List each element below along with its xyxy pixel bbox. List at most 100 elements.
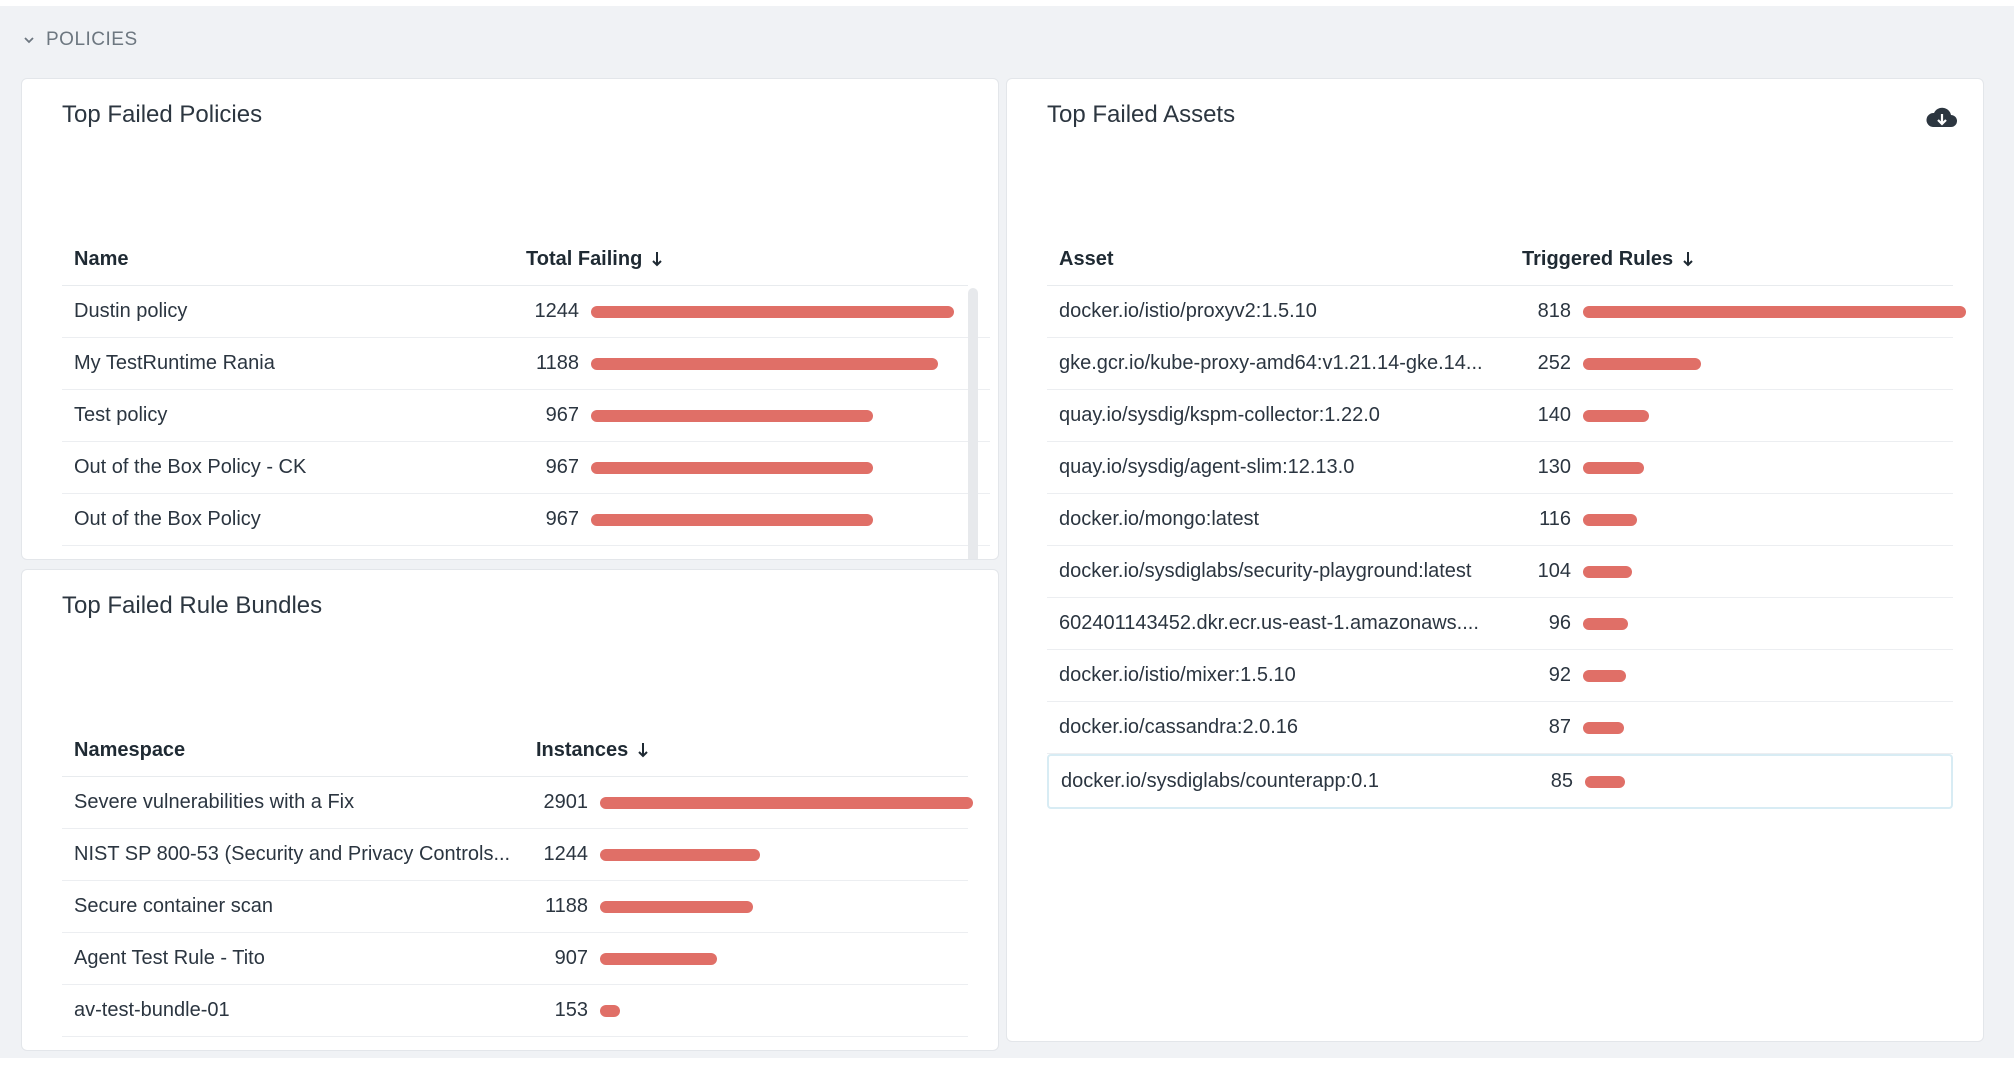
table-row[interactable]: docker.io/sysdiglabs/security-playground… [1047,546,1953,598]
row-name: Out of the Box Policy [74,508,261,530]
table-row[interactable]: quay.io/sysdig/kspm-collector:1.22.0 140 [1047,390,1953,442]
sort-descending-icon [652,252,663,267]
table-row[interactable]: quay.io/sysdig/agent-slim:12.13.0 130 [1047,442,1953,494]
count-bar [1583,721,1624,734]
table-row[interactable]: Severe vulnerabilities with a Fix 2901 [62,777,973,829]
row-count: 907 [554,947,588,969]
rule-bundles-rows: Severe vulnerabilities with a Fix 2901 NIS… [62,777,973,1050]
count-bar [600,1004,620,1017]
policies-rows-viewport[interactable]: Dustin policy 1244 My TestRuntime Rania 118… [62,286,990,559]
bar-track [1583,357,1953,370]
bar-track [1583,565,1953,578]
policies-section-toggle[interactable]: POLICIES [22,22,138,58]
row-count: 140 [1537,404,1571,426]
table-row[interactable]: NIST SP 800-53 (Security and Privacy Con… [62,829,968,881]
count-bar [1583,513,1637,526]
chevron-down-icon [24,37,34,44]
table-row[interactable]: 602401143452.dkr.ecr.us-east-1.amazonaws… [1047,598,1953,650]
table-row[interactable]: docker.io/istio/mixer:1.5.10 92 [1047,650,1953,702]
sort-descending-icon [1683,252,1693,267]
row-count: 92 [1548,664,1571,686]
table-row[interactable]: docker.io/cassandra:2.0.16 87 [1047,702,1953,754]
bar-track [1583,721,1953,734]
bar-track [600,1004,968,1017]
table-header: Asset Triggered Rules [1047,233,1953,286]
row-name: docker.io/sysdiglabs/counterapp:0.1 [1061,770,1379,792]
count-bar [591,461,873,474]
table-header: Namespace Instances [62,724,968,777]
count-bar [1585,775,1625,788]
column-header-asset[interactable]: Asset [1059,247,1114,270]
count-bar [591,305,954,318]
top-failed-rule-bundles-card: Top Failed Rule Bundles Namespace Instan… [21,569,999,1051]
policies-scrollbar[interactable] [968,288,978,559]
bar-track [591,409,990,422]
count-bar [1583,305,1966,318]
count-bar [591,513,873,526]
row-count: 104 [1537,560,1571,582]
policies-rows: Dustin policy 1244 My TestRuntime Rania 118… [62,286,990,559]
bar-track [591,513,990,526]
bar-track [1585,775,1951,788]
count-bar [1583,357,1701,370]
row-count: 85 [1550,770,1573,792]
column-header-total-failing[interactable]: Total Failing [526,248,664,271]
page-bottom-strip [0,1058,2014,1070]
bar-track [591,461,990,474]
rule-bundles-table: Namespace Instances Severe vulnerabiliti… [62,724,973,1050]
table-row[interactable]: My TestRuntime Rania 1188 [62,338,990,390]
count-bar [591,409,873,422]
bar-track [1583,617,1953,630]
policies-table: Name Total Failing [62,233,968,286]
column-header-instances[interactable]: Instances [536,739,650,762]
row-name: docker.io/istio/proxyv2:1.5.10 [1059,300,1317,322]
column-header-namespace[interactable]: Namespace [74,738,186,761]
row-name: gke.gcr.io/kube-proxy-amd64:v1.21.14-gke… [1059,352,1483,374]
row-name: 602401143452.dkr.ecr.us-east-1.amazonaws… [1059,612,1479,634]
table-row[interactable]: Secure container scan 1188 [62,881,968,933]
count-bar [600,952,717,965]
count-bar [600,796,973,809]
column-header-triggered-rules[interactable]: Triggered Rules [1522,248,1695,271]
bar-track [591,357,990,370]
cloud-download-icon[interactable] [1925,105,1959,133]
top-failed-assets-card: Top Failed Assets Asset Triggered Rules … [1006,78,1984,1042]
table-row[interactable]: Agent Test Rule - Tito 907 [62,933,968,985]
card-title: Top Failed Policies [62,101,263,128]
row-name: Test policy [74,404,168,426]
bar-track [1583,461,1953,474]
table-row[interactable]: gke.gcr.io/kube-proxy-amd64:v1.21.14-gke… [1047,338,1953,390]
row-count: 1188 [535,352,579,374]
column-header-label: Triggered Rules [1522,247,1674,270]
count-bar [591,357,938,370]
table-row[interactable]: Dustin policy 1244 [62,286,990,338]
row-count: 2901 [543,791,589,813]
row-name: Severe vulnerabilities with a Fix [74,791,355,813]
table-row[interactable]: Test policy 967 [62,390,990,442]
row-count: 818 [1537,300,1571,322]
row-name: Out of the Box Policy - CK [74,456,307,478]
row-count: 96 [1548,612,1571,634]
top-failed-policies-card: Top Failed Policies Name Total Failing D… [21,78,999,560]
table-row[interactable]: av-test-bundle-01 153 [62,985,968,1037]
table-row[interactable]: Demo84 [62,1037,968,1050]
column-header-label: Instances [536,738,629,761]
count-bar [1583,669,1626,682]
table-header: Name Total Failing [62,233,968,286]
table-row[interactable]: docker.io/istio/proxyv2:1.5.10 818 [1047,286,1966,338]
table-row[interactable]: docker.io/sysdiglabs/counterapp:0.1 85 [1047,754,1953,809]
table-row[interactable]: Tito Agent Rule907 [62,546,990,559]
row-count: 252 [1537,352,1571,374]
table-row[interactable]: Out of the Box Policy 967 [62,494,990,546]
bar-track [591,305,990,318]
row-name: docker.io/cassandra:2.0.16 [1059,716,1299,738]
column-header-name[interactable]: Name [74,247,129,270]
row-count: 967 [545,508,579,530]
row-name: av-test-bundle-01 [74,999,230,1021]
bar-track [1583,409,1953,422]
bar-track [600,952,968,965]
count-bar [600,848,760,861]
row-name: Secure container scan [74,895,274,917]
table-row[interactable]: docker.io/mongo:latest 116 [1047,494,1953,546]
table-row[interactable]: Out of the Box Policy - CK 967 [62,442,990,494]
